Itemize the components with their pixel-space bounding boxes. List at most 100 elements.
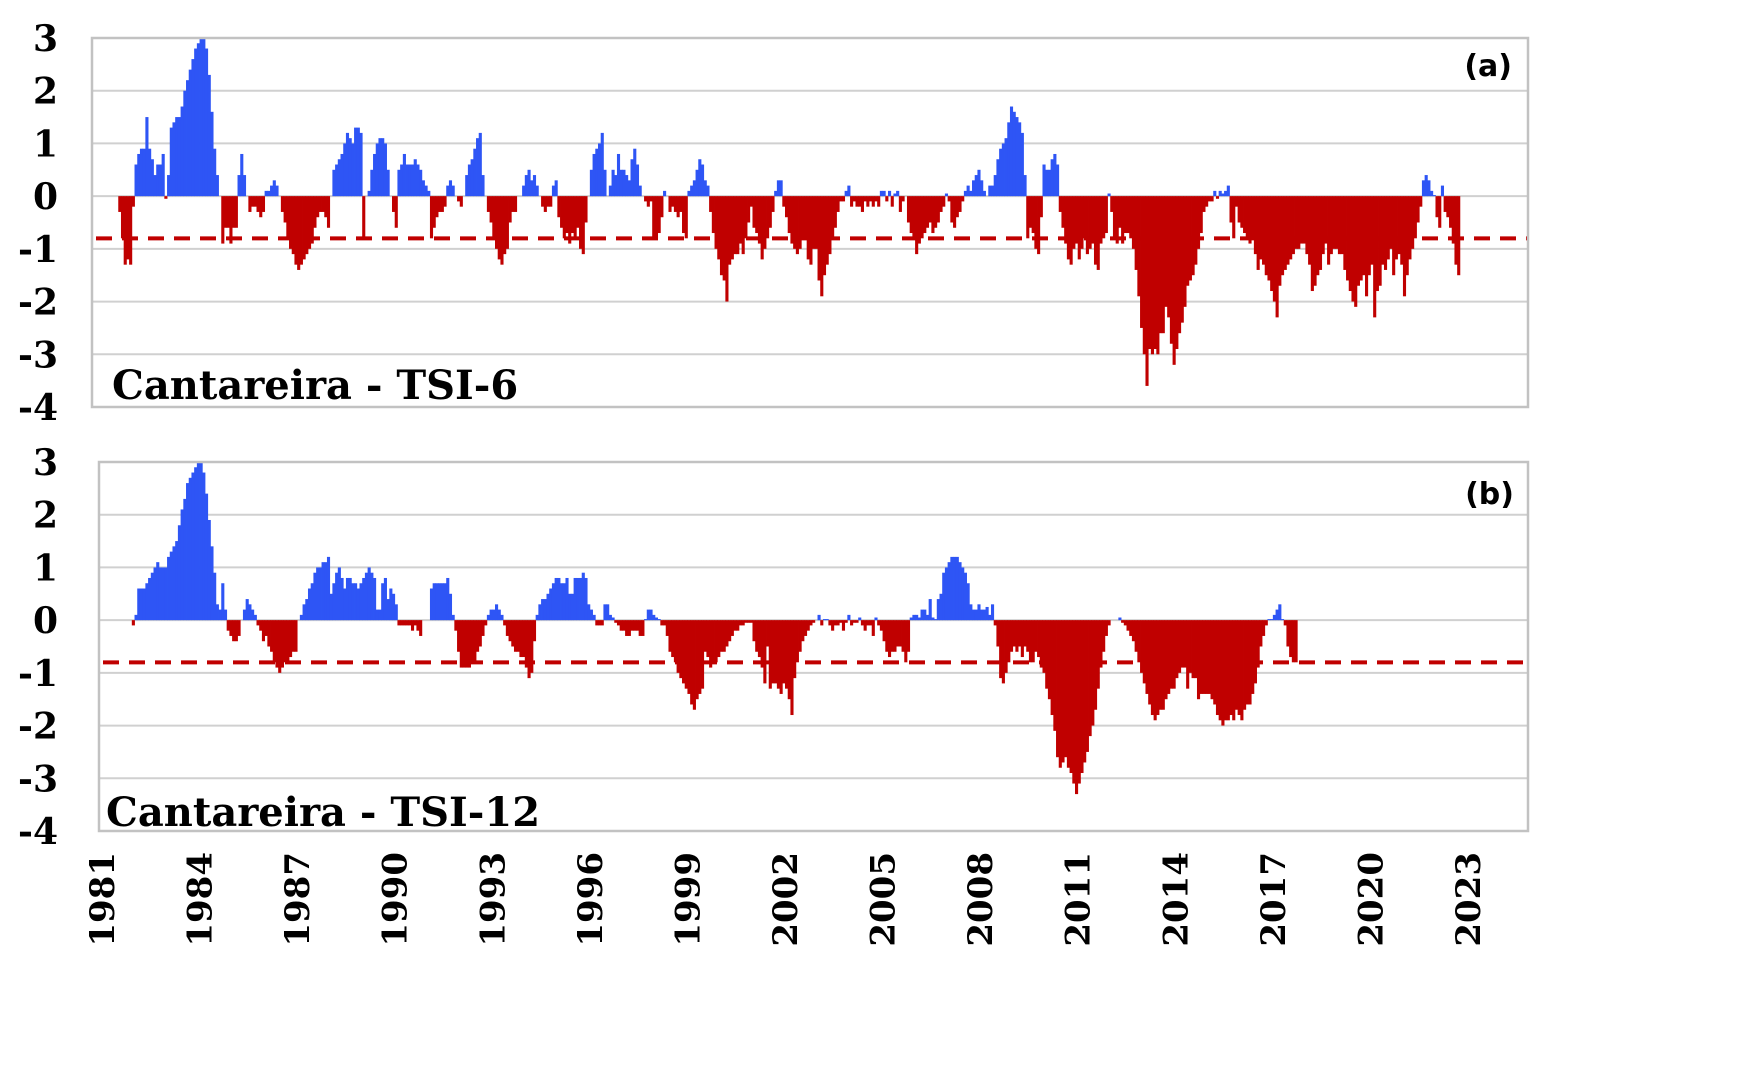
bar-positive — [844, 190, 848, 197]
bar-negative — [652, 196, 656, 239]
bar-positive — [386, 169, 390, 197]
bar-negative — [790, 620, 794, 716]
bar-positive — [215, 604, 219, 621]
bar-negative — [999, 620, 1003, 679]
bar-negative — [259, 620, 263, 631]
bar-positive — [175, 541, 179, 621]
bar-negative — [1186, 620, 1190, 689]
bar-negative — [278, 620, 282, 673]
bar-negative — [503, 196, 507, 255]
bar-negative — [286, 620, 290, 663]
bar-negative — [730, 196, 734, 260]
bar-negative — [725, 196, 729, 302]
bar-positive — [565, 577, 569, 621]
bar-negative — [676, 620, 680, 673]
bar-positive — [367, 567, 371, 621]
bar-negative — [1061, 620, 1065, 763]
bar-negative — [1126, 196, 1130, 234]
bar-negative — [1080, 620, 1084, 774]
bar-negative — [497, 196, 501, 260]
bar-negative — [1259, 620, 1263, 647]
bar-positive — [299, 614, 303, 621]
x-axis-year-ticks: 1981 1984 1987 1990 1993 1996 1999 2002 2005 2008… — [83, 852, 1489, 947]
bar-negative — [462, 620, 466, 668]
bar-negative — [275, 620, 279, 668]
bar-positive — [592, 614, 596, 621]
bar-negative — [1373, 196, 1377, 318]
bar-negative — [1294, 620, 1298, 663]
bar-positive — [427, 190, 431, 197]
bar-negative — [660, 196, 664, 218]
bar-positive — [1023, 175, 1027, 197]
bar-negative — [752, 620, 756, 642]
bar-positive — [153, 175, 157, 197]
bar-negative — [679, 196, 683, 212]
bar-positive — [573, 577, 577, 621]
bar-positive — [646, 609, 650, 621]
bar-negative — [1332, 196, 1336, 249]
panel-b-frame — [97, 460, 1530, 833]
bar-negative — [1020, 620, 1024, 658]
bar-positive — [1430, 190, 1434, 197]
bar-negative — [782, 196, 786, 207]
bar-negative — [1153, 196, 1157, 350]
bar-positive — [451, 614, 455, 621]
bar-negative — [749, 196, 753, 207]
bar-negative — [573, 196, 577, 239]
bar-negative — [1031, 196, 1035, 234]
bar-positive — [546, 593, 550, 621]
bar-negative — [828, 196, 832, 255]
bar-negative — [673, 196, 677, 212]
bar-positive — [1224, 190, 1228, 197]
bar-positive — [690, 185, 694, 197]
bar-negative — [123, 196, 127, 265]
bar-negative — [253, 196, 257, 207]
bar-positive — [988, 185, 992, 197]
bar-negative — [492, 196, 496, 239]
bar-positive — [982, 190, 986, 197]
bar-positive — [240, 153, 244, 197]
bar-negative — [280, 196, 284, 212]
bar-positive — [541, 599, 545, 621]
bar-positive — [424, 185, 428, 197]
bar-negative — [798, 196, 802, 249]
bar-negative — [1196, 196, 1201, 249]
bar-negative — [736, 620, 740, 631]
bar-negative — [828, 620, 832, 626]
bar-negative — [700, 620, 705, 689]
bar-positive — [551, 583, 556, 621]
y-tick-label: -2 — [18, 706, 58, 748]
x-tick-label: 2011 — [1059, 852, 1099, 947]
bar-positive — [408, 164, 412, 197]
bar-negative — [519, 620, 523, 658]
bar-negative — [1234, 196, 1239, 207]
y-tick-label: -4 — [18, 387, 58, 429]
bar-negative — [1018, 620, 1022, 647]
bar-negative — [408, 620, 412, 626]
bar-positive — [917, 617, 921, 621]
bar-negative — [749, 620, 753, 623]
bar-negative — [741, 196, 745, 255]
bar-negative — [1392, 196, 1396, 276]
bar-negative — [1012, 620, 1016, 647]
bar-negative — [1156, 196, 1160, 355]
bar-negative — [698, 620, 702, 694]
bar-negative — [893, 620, 897, 652]
bar-negative — [1275, 196, 1279, 318]
bar-negative — [1188, 620, 1192, 673]
bar-negative — [297, 196, 301, 270]
bar-positive — [180, 509, 184, 621]
panel-b-y-ticks: 3 2 1 0 -1 -2 -3 -4 — [18, 442, 58, 853]
bar-negative — [779, 620, 783, 694]
bar-negative — [855, 620, 859, 623]
bar-negative — [1378, 196, 1382, 286]
bar-positive — [383, 143, 387, 197]
bar-negative — [305, 196, 309, 255]
bar-negative — [619, 620, 623, 631]
bar-positive — [980, 180, 984, 197]
bar-negative — [1058, 196, 1062, 212]
bar-negative — [164, 196, 168, 199]
bar-negative — [1272, 196, 1276, 302]
bar-negative — [1150, 196, 1154, 355]
bar-positive — [944, 567, 949, 621]
